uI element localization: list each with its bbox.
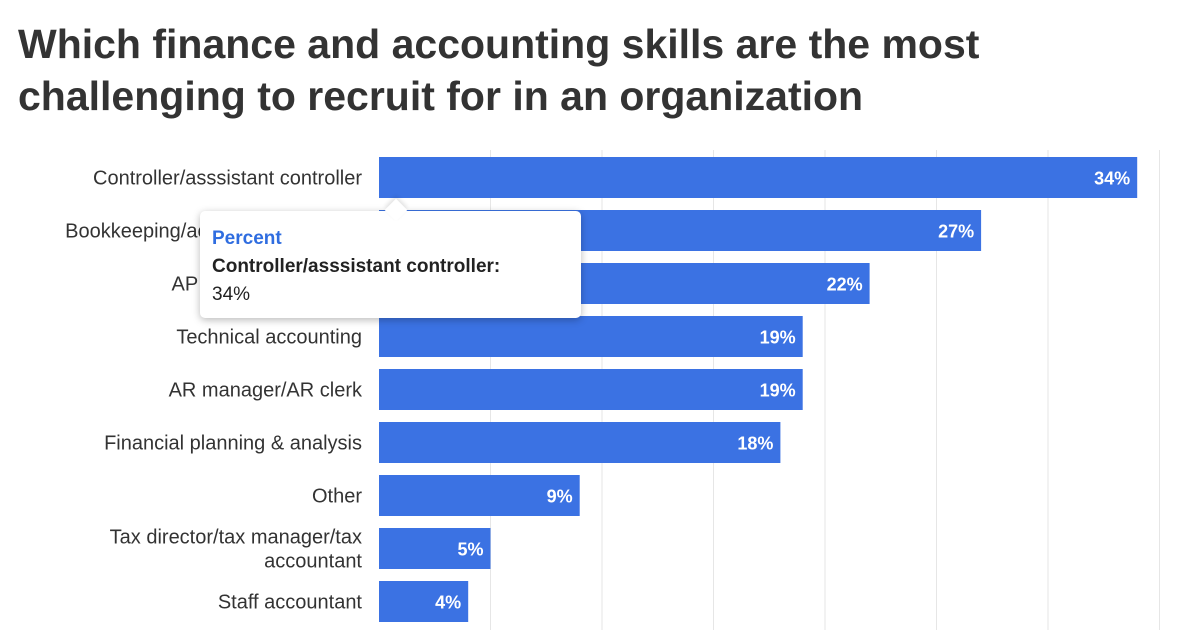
value-label: 9% xyxy=(547,487,573,507)
value-label: 22% xyxy=(827,275,863,295)
tooltip-category: Controller/asssistant controller: xyxy=(212,256,501,277)
chart-title: Which finance and accounting skills are … xyxy=(18,21,980,119)
bar[interactable] xyxy=(379,157,1138,198)
category-label: Other xyxy=(312,486,362,508)
category-label: Financial planning & analysis xyxy=(104,433,362,455)
category-label: Controller/asssistant controller xyxy=(93,168,362,190)
category-label: Tax director/tax manager/tax accountant xyxy=(110,527,363,573)
category-label: Staff accountant xyxy=(218,592,363,614)
chart-tooltip: Percent Controller/asssistant controller… xyxy=(200,198,581,318)
bar[interactable] xyxy=(379,369,803,410)
value-label: 19% xyxy=(760,328,796,348)
bars xyxy=(379,157,1138,622)
bar[interactable] xyxy=(379,316,803,357)
value-labels: 34% 27% 22% 19% 19% 18% 9% 5% 4% xyxy=(435,169,1130,613)
value-label: 4% xyxy=(435,593,461,613)
category-label: AR manager/AR clerk xyxy=(169,380,363,402)
tooltip-series-name: Percent xyxy=(212,228,282,249)
bar[interactable] xyxy=(379,422,781,463)
bar[interactable] xyxy=(379,581,469,622)
category-label: Technical accounting xyxy=(176,327,362,349)
value-label: 19% xyxy=(760,381,796,401)
value-label: 18% xyxy=(737,434,773,454)
bar[interactable] xyxy=(379,475,580,516)
value-label: 34% xyxy=(1094,169,1130,189)
bar[interactable] xyxy=(379,528,491,569)
value-label: 27% xyxy=(938,222,974,242)
tooltip-value: 34% xyxy=(212,284,251,305)
value-label: 5% xyxy=(457,540,483,560)
